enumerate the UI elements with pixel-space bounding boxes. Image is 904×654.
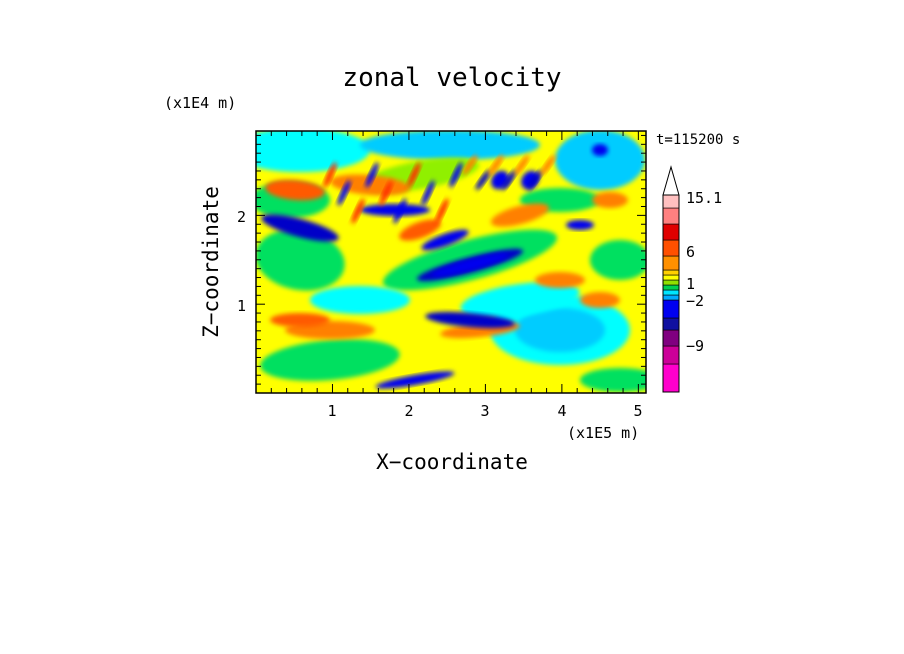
contour-region: [260, 339, 400, 381]
x-tick-labels: 1 2 3 4 5: [327, 402, 642, 420]
contour-band: [580, 292, 620, 308]
y-tick-labels: 1 2: [237, 208, 246, 315]
contour-band: [265, 179, 325, 201]
x-tick-label: 1: [327, 402, 336, 420]
colorbar-swatch: [662, 299, 680, 319]
contour-region: [555, 131, 645, 190]
colorbar-swatch: [662, 239, 680, 257]
colorbar-swatch: [662, 363, 680, 393]
contour-streak: [365, 162, 379, 188]
colorbar-swatch: [662, 207, 680, 225]
contour-streak: [323, 162, 337, 188]
colorbar-labels: 15.1 6 1 −2 −9: [686, 189, 722, 355]
colorbar: [662, 165, 680, 393]
colorbar-swatch: [662, 269, 680, 276]
contour-streak: [488, 155, 504, 175]
colorbar-swatch: [662, 255, 680, 271]
contour-jet: [375, 371, 455, 389]
colorbar-swatch: [662, 289, 680, 296]
contour-region: [360, 131, 540, 160]
plot-frame: [255, 130, 647, 394]
colorbar-label: 15.1: [686, 189, 722, 207]
colorbar-swatch: [662, 279, 680, 286]
contour-jet: [421, 229, 469, 251]
contour-band: [535, 272, 585, 288]
x-axis-unit: (x1E5 m): [567, 424, 639, 442]
x-axis-label: X−coordinate: [376, 450, 528, 474]
contour-region: [460, 282, 580, 318]
contour-band: [490, 203, 550, 227]
colorbar-label: −9: [686, 337, 704, 355]
colorbar-label: 1: [686, 275, 695, 293]
y-tick-label: 2: [237, 208, 246, 226]
contour-region: [590, 240, 646, 280]
colorbar-max-arrow: [662, 165, 680, 196]
contour-region: [310, 286, 410, 314]
colorbar-swatch: [662, 294, 680, 301]
x-tick-label: 2: [404, 402, 413, 420]
contour-region: [256, 229, 345, 291]
contour-streak: [407, 162, 421, 188]
contour-jet: [566, 220, 594, 230]
x-tick-label: 5: [633, 402, 642, 420]
y-axis-label: Z−coordinate: [199, 186, 223, 338]
contour-jet: [261, 214, 339, 242]
x-tick-label: 4: [557, 402, 566, 420]
y-axis-unit: (x1E4 m): [164, 94, 236, 112]
contour-region: [580, 368, 646, 392]
chart-title: zonal velocity: [342, 63, 561, 93]
x-tick-label: 3: [480, 402, 489, 420]
contour-region: [515, 308, 605, 352]
contour-streak: [435, 198, 449, 224]
y-tick-label: 1: [237, 297, 246, 315]
contour-streak: [514, 155, 530, 175]
colorbar-label: −2: [686, 292, 704, 310]
contour-streak: [462, 155, 478, 175]
contour-region: [256, 131, 370, 172]
contour-jet: [360, 204, 430, 216]
plot-area: [256, 131, 646, 393]
contour-field: [256, 131, 646, 392]
contour-streak: [393, 198, 407, 224]
contour-jet: [592, 144, 608, 156]
colorbar-swatch: [662, 274, 680, 281]
contour-streak: [449, 162, 463, 188]
colorbar-swatch: [662, 329, 680, 347]
colorbar-swatch: [662, 284, 680, 291]
colorbar-swatch: [662, 317, 680, 331]
contour-streak: [379, 180, 393, 206]
contour-band: [592, 192, 628, 208]
contour-jet: [431, 253, 509, 277]
contour-band: [270, 313, 330, 327]
contour-band: [399, 219, 441, 241]
contour-streak: [475, 170, 491, 190]
contour-streak: [527, 170, 543, 190]
contour-streak: [421, 180, 435, 206]
colorbar-swatch: [662, 345, 680, 365]
colorbar-label: 6: [686, 243, 695, 261]
time-label: t=115200 s: [656, 132, 740, 148]
contour-jet: [425, 311, 515, 329]
contour-streak: [351, 198, 365, 224]
contour-streak: [501, 170, 517, 190]
contour-streak: [337, 180, 351, 206]
axis-ticks: [256, 131, 646, 393]
colorbar-swatch: [662, 223, 680, 241]
colorbar-swatch: [662, 194, 680, 209]
colorbar-frame: [662, 194, 680, 393]
contour-streak: [540, 155, 556, 175]
